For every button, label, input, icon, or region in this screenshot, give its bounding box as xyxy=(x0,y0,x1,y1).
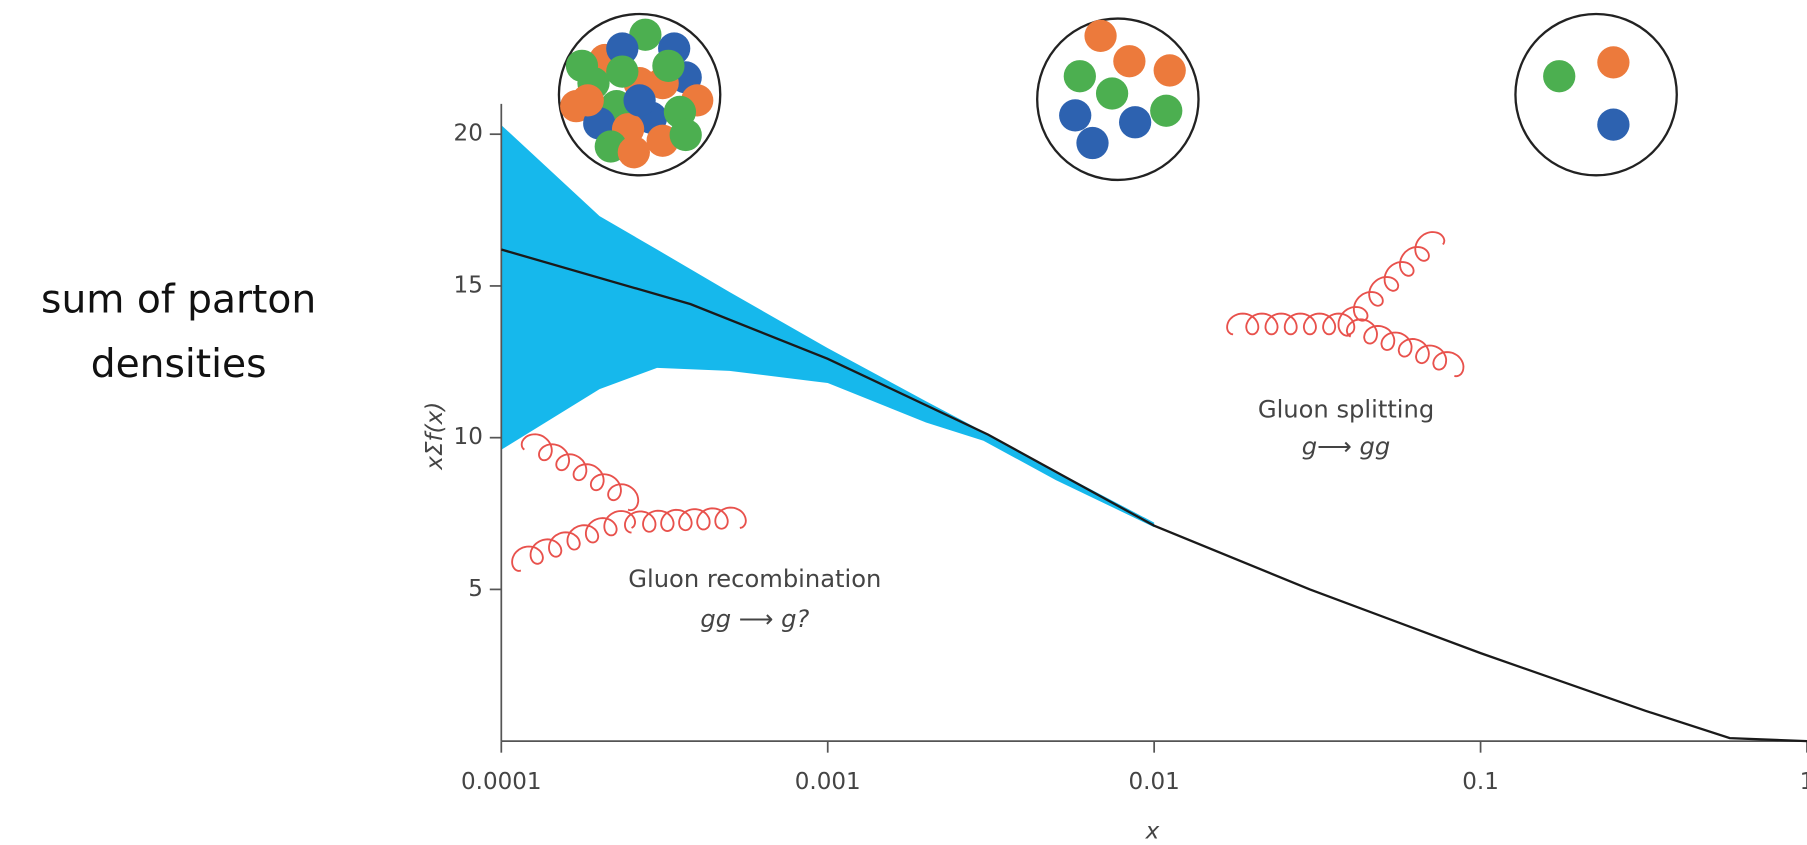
gluon xyxy=(512,511,635,571)
parton xyxy=(606,55,638,87)
parton xyxy=(1597,108,1629,140)
parton xyxy=(1059,99,1091,131)
page: {"chart_data": { "type": "line", "side_l… xyxy=(0,0,1807,845)
y-tick-label: 5 xyxy=(468,576,483,602)
chart: sum of parton densities xΣf(x) x Gluon s… xyxy=(0,0,1807,845)
x-tick-label: 0.001 xyxy=(795,769,861,795)
x-tick-label: 0.01 xyxy=(1129,769,1180,795)
parton xyxy=(1543,60,1575,92)
parton xyxy=(1597,46,1629,78)
y-tick-label: 20 xyxy=(454,121,483,147)
parton xyxy=(618,136,650,168)
annotation: g⟶ gg xyxy=(1302,432,1390,460)
parton xyxy=(1084,20,1116,52)
parton xyxy=(1096,77,1128,109)
y-axis-label: xΣf(x) xyxy=(422,402,448,471)
gluon xyxy=(522,434,639,510)
side-label: densities xyxy=(91,342,267,387)
x-tick-label: 0.1 xyxy=(1462,769,1499,795)
parton xyxy=(566,50,598,82)
x-axis-label: x xyxy=(1145,819,1160,845)
parton xyxy=(1154,54,1186,86)
annotation: Gluon recombination xyxy=(628,565,881,593)
side-label: sum of parton xyxy=(41,278,316,323)
parton xyxy=(623,84,655,116)
y-tick-label: 15 xyxy=(454,272,483,298)
parton xyxy=(572,84,604,116)
gluon xyxy=(1227,314,1354,335)
y-tick-label: 10 xyxy=(454,424,483,450)
annotation: Gluon splitting xyxy=(1258,395,1434,423)
parton xyxy=(1113,45,1145,77)
parton xyxy=(670,119,702,151)
parton xyxy=(1076,127,1108,159)
proton-circle xyxy=(1515,14,1676,175)
parton xyxy=(1150,95,1182,127)
uncertainty-band xyxy=(501,125,1154,527)
gluon xyxy=(625,508,746,533)
parton xyxy=(1064,60,1096,92)
x-tick-label: 0.0001 xyxy=(461,769,542,795)
gluon xyxy=(1347,319,1464,376)
parton xyxy=(1119,106,1151,138)
x-tick-label: 1 xyxy=(1800,769,1807,795)
annotation: gg ⟶ g? xyxy=(700,605,809,633)
parton xyxy=(652,50,684,82)
